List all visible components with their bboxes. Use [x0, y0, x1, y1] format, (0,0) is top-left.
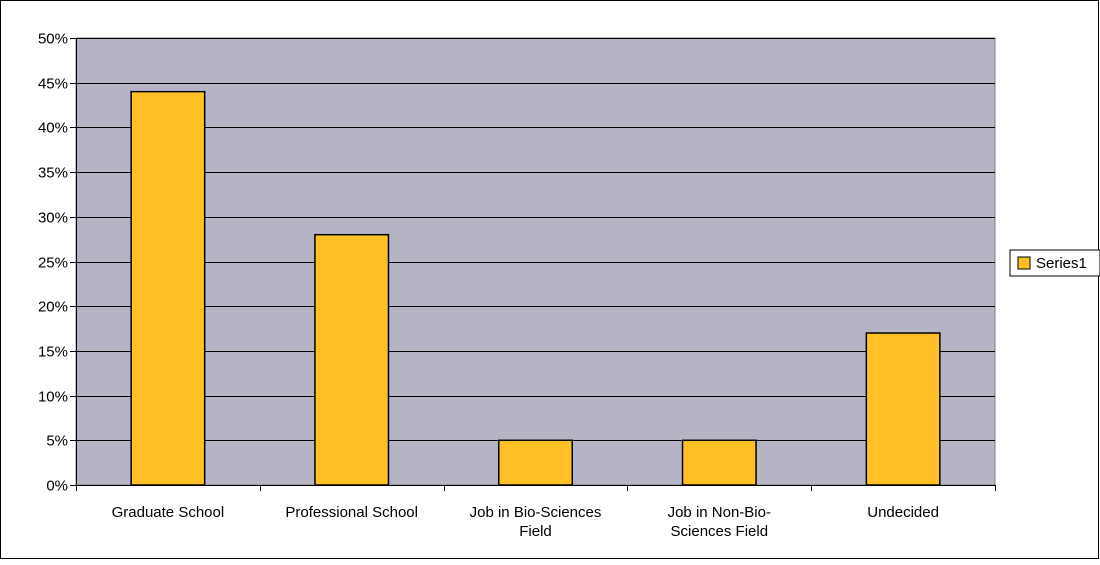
y-tick-label: 45% — [38, 76, 68, 93]
y-tick-label: 5% — [46, 433, 68, 450]
bar — [681, 439, 757, 486]
y-tick-labels: 0% 5% 10% 15% 20% 25% 30% 35% 40% 45% 50% — [38, 31, 68, 495]
bar — [497, 439, 574, 486]
x-tick-label: Job in Bio-Sciences — [470, 504, 602, 521]
axes — [70, 38, 996, 491]
x-tick-labels: Graduate School Professional School Job in… — [112, 504, 939, 540]
y-tick-label: 40% — [38, 120, 68, 137]
x-tick-label: Graduate School — [112, 504, 225, 521]
y-tick-label: 25% — [38, 255, 68, 272]
bar — [314, 233, 390, 486]
y-tick-label: 10% — [38, 389, 68, 406]
legend: Series1 — [1009, 249, 1100, 277]
y-tick-label: 15% — [38, 344, 68, 361]
y-tick-label: 0% — [46, 478, 68, 495]
legend-label-series1: Series1 — [1036, 255, 1087, 272]
legend-box — [1009, 249, 1100, 277]
x-tick-label: Job in Non-Bio- — [668, 504, 771, 521]
x-tick-label: Sciences Field — [671, 523, 769, 540]
legend-swatch-series1 — [1017, 256, 1031, 270]
y-tick-label: 30% — [38, 210, 68, 227]
gridlines — [76, 38, 995, 441]
bar — [865, 332, 941, 486]
x-tick-label: Undecided — [867, 504, 939, 521]
plot-area-background — [75, 37, 996, 486]
bar — [130, 90, 206, 486]
y-tick-label: 35% — [38, 165, 68, 182]
x-tick-label: Field — [519, 523, 552, 540]
y-tick-label: 20% — [38, 299, 68, 316]
x-tick-label: Professional School — [285, 504, 418, 521]
y-tick-label: 50% — [38, 31, 68, 48]
